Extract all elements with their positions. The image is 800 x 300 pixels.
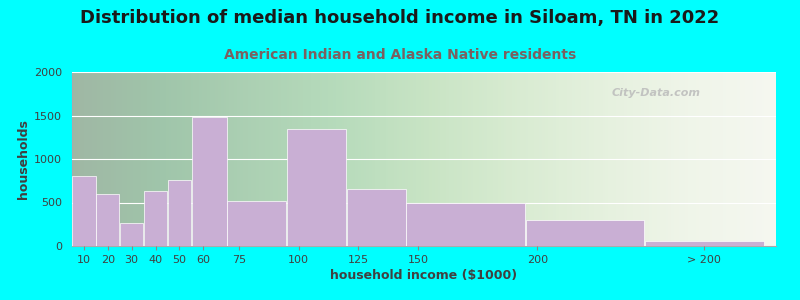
Bar	[192, 117, 226, 246]
Bar	[227, 201, 286, 246]
Bar	[287, 128, 346, 246]
Text: Distribution of median household income in Siloam, TN in 2022: Distribution of median household income …	[80, 9, 720, 27]
Bar	[72, 176, 95, 246]
Bar	[168, 180, 191, 246]
Bar	[526, 220, 644, 246]
Bar	[96, 194, 119, 246]
Bar	[144, 191, 167, 246]
X-axis label: household income ($1000): household income ($1000)	[330, 269, 518, 282]
Bar	[406, 202, 525, 246]
Text: City-Data.com: City-Data.com	[612, 88, 701, 98]
Y-axis label: households: households	[17, 119, 30, 199]
Text: American Indian and Alaska Native residents: American Indian and Alaska Native reside…	[224, 48, 576, 62]
Bar	[645, 241, 764, 246]
Bar	[120, 224, 143, 246]
Bar	[346, 189, 406, 246]
